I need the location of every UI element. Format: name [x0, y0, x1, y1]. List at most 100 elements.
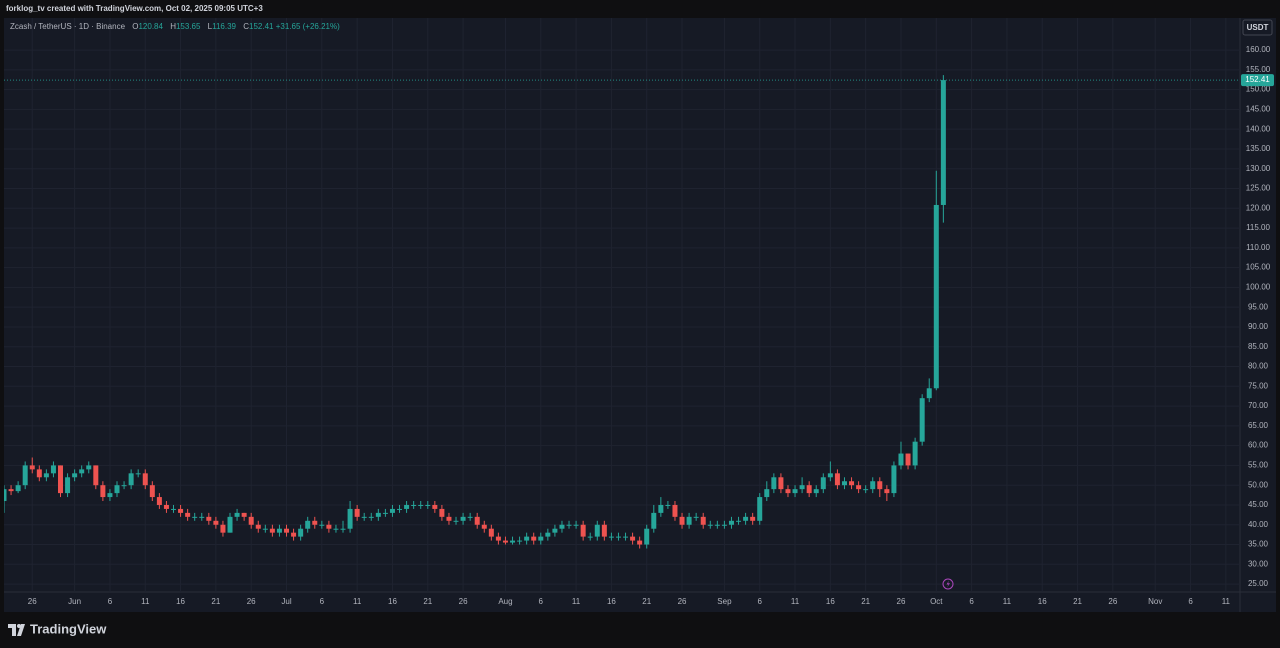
- legend-open-label: O: [132, 22, 138, 31]
- candle-body: [340, 528, 346, 530]
- candle-body: [100, 485, 106, 498]
- candle-body: [764, 489, 770, 498]
- candle-body: [870, 481, 876, 490]
- grid: [4, 18, 1240, 592]
- x-tick-label: 11: [141, 597, 150, 606]
- y-tick-label: 45.00: [1248, 500, 1269, 509]
- candle-body: [608, 536, 614, 538]
- x-tick-label: Aug: [498, 597, 512, 606]
- candle-body: [36, 469, 42, 478]
- candle-body: [15, 485, 21, 492]
- candle-body: [220, 524, 226, 533]
- candle-body: [389, 508, 395, 513]
- candle-body: [940, 80, 946, 205]
- candle-body: [510, 540, 516, 543]
- candle-body: [736, 520, 742, 522]
- y-tick-label: 105.00: [1246, 263, 1271, 272]
- y-tick-label: 90.00: [1248, 322, 1269, 331]
- candle-body: [587, 536, 593, 538]
- candle-body: [439, 508, 445, 517]
- candle-body: [149, 485, 155, 498]
- y-tick-label: 130.00: [1246, 164, 1271, 173]
- legend-open: 120.84: [138, 22, 163, 31]
- candle-body: [241, 512, 247, 517]
- candle-body: [771, 477, 777, 490]
- candle-body: [72, 473, 78, 478]
- candle-body: [785, 489, 791, 494]
- candle-body: [898, 453, 904, 466]
- candle-body: [58, 465, 64, 494]
- candle-body: [538, 536, 544, 541]
- legend-high-label: H: [170, 22, 176, 31]
- candle-body: [276, 528, 282, 533]
- candle-body: [29, 465, 35, 470]
- candle-body: [665, 504, 671, 506]
- candle-body: [757, 497, 763, 521]
- candle-body: [524, 536, 530, 541]
- candle-body: [93, 465, 99, 486]
- chart-panel: [4, 18, 1276, 612]
- x-tick-label: Jun: [68, 597, 81, 606]
- candle-body: [213, 520, 219, 525]
- y-tick-label: 55.00: [1248, 461, 1269, 470]
- candle-body: [333, 528, 339, 530]
- y-tick-label: 70.00: [1248, 401, 1269, 410]
- candle-body: [156, 497, 162, 505]
- candle-body: [354, 508, 360, 517]
- candle-body: [926, 388, 932, 399]
- last-price-box: [1241, 74, 1274, 87]
- candle-body: [615, 536, 621, 538]
- candle-body: [863, 489, 869, 491]
- candle-body: [227, 516, 233, 533]
- last-price-label: 152.41: [1245, 75, 1270, 84]
- candle-body: [707, 524, 713, 526]
- y-tick-label: 80.00: [1248, 362, 1269, 371]
- x-tick-label: Nov: [1148, 597, 1162, 606]
- y-tick-label: 85.00: [1248, 342, 1269, 351]
- symbol: Zcash / TetherUS · 1D · Binance: [10, 22, 126, 31]
- x-tick-label: 21: [423, 597, 432, 606]
- candle-body: [679, 516, 685, 525]
- y-tick-label: 100.00: [1246, 283, 1271, 292]
- x-tick-label: 16: [826, 597, 835, 606]
- x-tick-label: 26: [897, 597, 906, 606]
- x-tick-label: 21: [642, 597, 651, 606]
- currency-box[interactable]: [1242, 19, 1273, 36]
- candle-body: [601, 524, 607, 537]
- candle-body: [326, 524, 332, 529]
- x-tick-label: Jul: [281, 597, 291, 606]
- legend-close-label: C: [243, 22, 249, 31]
- candle-body: [856, 485, 862, 490]
- legend-high: 153.65: [176, 22, 201, 31]
- x-tick-label: 6: [969, 597, 974, 606]
- candle-body: [919, 398, 925, 442]
- candle-body: [142, 473, 148, 486]
- candle-body: [382, 512, 388, 514]
- y-tick-label: 30.00: [1248, 559, 1269, 568]
- event-icon[interactable]: [942, 578, 954, 590]
- candle-body: [114, 485, 120, 494]
- event-bolt: [946, 580, 950, 588]
- candle-body: [86, 465, 92, 470]
- x-tick-label: 11: [791, 597, 800, 606]
- candle-body: [799, 485, 805, 490]
- x-tick-label: 21: [861, 597, 870, 606]
- candles: [4, 75, 946, 549]
- candle-body: [192, 516, 198, 518]
- candle-body: [545, 532, 551, 537]
- x-tick-label: 16: [388, 597, 397, 606]
- footer: TradingView: [30, 621, 107, 636]
- candle-body: [8, 489, 14, 492]
- y-tick-label: 50.00: [1248, 480, 1269, 489]
- candle-body: [623, 536, 629, 538]
- candle-body: [255, 524, 261, 529]
- candle-body: [891, 465, 897, 494]
- y-tick-label: 40.00: [1248, 520, 1269, 529]
- candle-body: [820, 477, 826, 490]
- candle-body: [481, 524, 487, 529]
- candle-body: [418, 504, 424, 506]
- x-tick-label: Oct: [930, 597, 943, 606]
- candle-body: [128, 473, 134, 486]
- candle-body: [905, 453, 911, 466]
- candle-body: [425, 504, 431, 506]
